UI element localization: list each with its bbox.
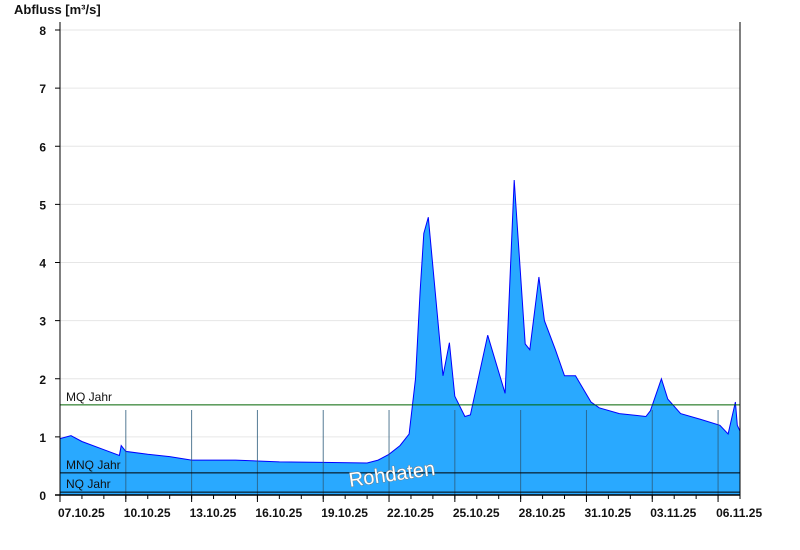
- x-tick-label: 31.10.25: [584, 506, 631, 520]
- x-tick-label: 13.10.25: [190, 506, 237, 520]
- x-tick-label: 28.10.25: [519, 506, 566, 520]
- y-tick-label: 8: [39, 24, 46, 38]
- x-tick-label: 22.10.25: [387, 506, 434, 520]
- x-tick-label: 10.10.25: [124, 506, 171, 520]
- y-tick-label: 2: [39, 373, 46, 387]
- discharge-area: [60, 180, 740, 495]
- axes: 0 1 2 3 4 5 6 7 8 07.10.25 10.10.25 13.10.25 16.10.2…: [39, 22, 762, 520]
- y-axis-label: Abfluss [m³/s]: [14, 2, 101, 17]
- x-tick-label: 07.10.25: [58, 506, 105, 520]
- vertical-gridlines: [125, 410, 719, 495]
- x-tick-label: 03.11.25: [650, 506, 696, 520]
- y-tick-label: 7: [39, 82, 46, 96]
- x-tick-label: 06.11.25: [716, 506, 762, 520]
- reference-lines: MQ Jahr MNQ Jahr NQ Jahr: [60, 390, 740, 493]
- reference-line-label: MQ Jahr: [66, 390, 112, 404]
- y-tick-label: 4: [39, 257, 46, 271]
- x-tick-label: 16.10.25: [255, 506, 302, 520]
- y-tick-label: 5: [39, 198, 46, 212]
- reference-line-label: NQ Jahr: [66, 477, 111, 491]
- discharge-line: [59, 179, 741, 464]
- y-tick-label: 1: [39, 431, 46, 445]
- y-tick-label: 6: [39, 140, 46, 154]
- reference-line-label: MNQ Jahr: [66, 458, 121, 472]
- y-tick-label: 3: [39, 315, 46, 329]
- x-tick-label: 25.10.25: [453, 506, 500, 520]
- grid: [60, 29, 740, 438]
- y-tick-label: 0: [39, 489, 46, 503]
- x-tick-label: 19.10.25: [321, 506, 368, 520]
